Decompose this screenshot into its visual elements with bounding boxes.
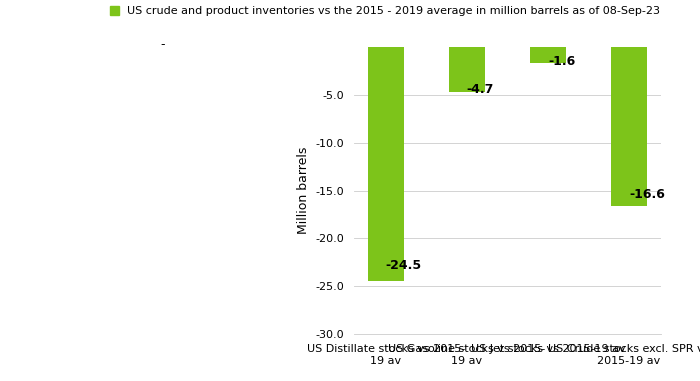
Legend: US crude and product inventories vs the 2015 - 2019 average in million barrels a: US crude and product inventories vs the … xyxy=(105,2,665,21)
Text: -16.6: -16.6 xyxy=(629,188,665,201)
Text: -: - xyxy=(161,38,165,51)
Text: -24.5: -24.5 xyxy=(386,259,422,272)
Y-axis label: Million barrels: Million barrels xyxy=(297,147,309,234)
Bar xyxy=(368,47,404,282)
Text: -4.7: -4.7 xyxy=(467,83,494,96)
Bar xyxy=(449,47,485,92)
Bar xyxy=(530,47,566,62)
Text: -1.6: -1.6 xyxy=(548,55,575,68)
Bar xyxy=(610,47,648,206)
